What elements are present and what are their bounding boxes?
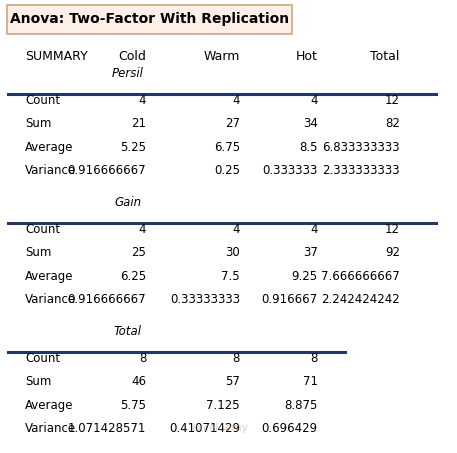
Text: 82: 82: [385, 117, 400, 130]
Text: 9.25: 9.25: [292, 270, 318, 283]
Text: 8: 8: [139, 352, 146, 365]
Text: Variance: Variance: [25, 164, 76, 177]
Text: 21: 21: [131, 117, 146, 130]
Text: Gain: Gain: [114, 196, 142, 209]
Text: SUMMARY: SUMMARY: [25, 50, 88, 63]
Text: 2.333333333: 2.333333333: [322, 164, 400, 177]
Text: 71: 71: [303, 376, 318, 388]
Text: Sum: Sum: [25, 246, 52, 259]
Text: 2.242424242: 2.242424242: [321, 294, 400, 306]
Text: 0.33333333: 0.33333333: [170, 294, 240, 306]
Text: 4: 4: [139, 223, 146, 236]
Text: 0.41071429: 0.41071429: [169, 423, 240, 435]
Text: Average: Average: [25, 399, 74, 412]
Text: 6.75: 6.75: [214, 141, 240, 154]
Text: 12: 12: [385, 94, 400, 106]
Text: 6.25: 6.25: [120, 270, 146, 283]
Text: Variance: Variance: [25, 423, 76, 435]
Text: 0.25: 0.25: [214, 164, 240, 177]
Text: Sum: Sum: [25, 117, 52, 130]
Text: Hot: Hot: [296, 50, 318, 63]
Text: 7.125: 7.125: [206, 399, 240, 412]
Text: exceldemy: exceldemy: [191, 423, 248, 433]
Text: 57: 57: [225, 376, 240, 388]
Text: 4: 4: [233, 94, 240, 106]
Text: 5.25: 5.25: [120, 141, 146, 154]
Text: Persil: Persil: [112, 67, 144, 80]
Text: Anova: Two-Factor With Replication: Anova: Two-Factor With Replication: [11, 13, 289, 26]
Text: 12: 12: [385, 223, 400, 236]
Text: Warm: Warm: [203, 50, 240, 63]
Text: Total: Total: [114, 325, 142, 338]
Text: 46: 46: [131, 376, 146, 388]
Text: 4: 4: [233, 223, 240, 236]
Text: 0.696429: 0.696429: [261, 423, 318, 435]
Text: 7.666666667: 7.666666667: [321, 270, 400, 283]
Text: Average: Average: [25, 270, 74, 283]
Text: 30: 30: [225, 246, 240, 259]
Text: 27: 27: [225, 117, 240, 130]
Text: 0.916666667: 0.916666667: [68, 164, 146, 177]
Text: 8: 8: [233, 352, 240, 365]
Text: 25: 25: [131, 246, 146, 259]
Text: 8: 8: [310, 352, 318, 365]
Text: Count: Count: [25, 223, 60, 236]
Text: 4: 4: [310, 223, 318, 236]
Text: 1.071428571: 1.071428571: [68, 423, 146, 435]
Text: 0.916666667: 0.916666667: [68, 294, 146, 306]
Text: 92: 92: [385, 246, 400, 259]
Text: 34: 34: [303, 117, 318, 130]
Text: 5.75: 5.75: [120, 399, 146, 412]
Text: Count: Count: [25, 352, 60, 365]
Text: 37: 37: [303, 246, 318, 259]
Text: 8.5: 8.5: [299, 141, 318, 154]
Text: Variance: Variance: [25, 294, 76, 306]
Text: 0.916667: 0.916667: [261, 294, 318, 306]
Text: 4: 4: [310, 94, 318, 106]
Text: 6.833333333: 6.833333333: [322, 141, 400, 154]
Text: 8.875: 8.875: [284, 399, 318, 412]
Text: Count: Count: [25, 94, 60, 106]
Text: Sum: Sum: [25, 376, 52, 388]
Text: Total: Total: [371, 50, 400, 63]
Text: Cold: Cold: [118, 50, 146, 63]
Text: 4: 4: [139, 94, 146, 106]
Text: 7.5: 7.5: [221, 270, 240, 283]
Text: Average: Average: [25, 141, 74, 154]
Text: 0.333333: 0.333333: [262, 164, 318, 177]
